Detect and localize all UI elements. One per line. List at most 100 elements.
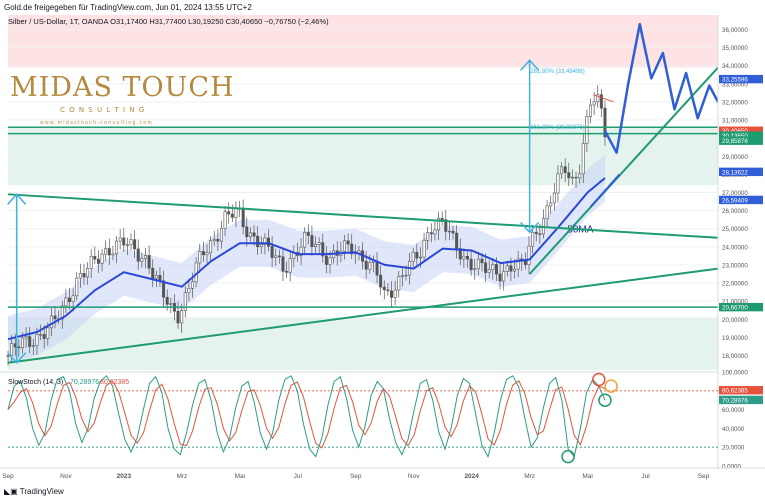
price-label-bg-4 [719, 167, 763, 177]
candle-body [241, 209, 245, 228]
candle-body [589, 104, 593, 117]
candle-body [469, 258, 473, 271]
candle-body [382, 286, 386, 291]
candle-body [277, 255, 281, 258]
stoch-tick-0: 0,0000 [722, 464, 741, 471]
candle-body [107, 248, 111, 256]
candle-body [201, 251, 205, 256]
logo-title: MIDAS TOUCH [10, 72, 235, 103]
candle-body [212, 238, 216, 242]
candle-body [191, 281, 195, 289]
arrow-head-top-0 [7, 193, 27, 205]
price-tick-8: 26,00000 [722, 208, 748, 215]
candle-body [447, 230, 451, 233]
candle-body [281, 256, 285, 272]
candle-body [386, 289, 390, 292]
candle-body [17, 346, 21, 349]
candle-body [538, 233, 542, 235]
candle-body [444, 219, 448, 232]
price-label-6: 20,66700 [722, 305, 748, 312]
candle-body [147, 255, 151, 269]
candle-body [596, 94, 600, 103]
candle-body [154, 275, 158, 279]
price-label-bg-2 [719, 131, 763, 140]
candle-body [187, 288, 191, 293]
time-tick-4: Mai [235, 473, 245, 480]
candle-body [585, 116, 589, 144]
price-label-4: 28,13622 [722, 169, 748, 176]
candle-body [245, 226, 249, 238]
candle-body [451, 230, 455, 234]
stoch-circle-2 [598, 393, 612, 407]
stoch-title: SlowStoch (14, 3) [8, 379, 63, 386]
candle-body [230, 213, 234, 218]
price-tick-11: 29,00000 [722, 154, 748, 161]
candle-body [422, 239, 426, 258]
trendline-1 [7, 267, 719, 364]
time-tick-8: 2024 [464, 473, 479, 480]
candle-body [426, 232, 430, 241]
candle-body [259, 244, 263, 248]
candle-body [115, 240, 119, 255]
candle-body [484, 262, 488, 273]
candle-body [165, 296, 169, 305]
candle-body [176, 310, 180, 324]
candle-body [89, 256, 93, 269]
time-tick-12: Sep [698, 473, 710, 480]
candle-body [78, 273, 82, 279]
candle-body [393, 289, 397, 298]
candle-body [227, 211, 231, 215]
candle-body [578, 173, 582, 179]
time-tick-3: Mrz [176, 473, 187, 480]
candle-body [263, 237, 267, 245]
candle-body [285, 271, 289, 273]
candle-body [324, 255, 328, 265]
tradingview-icon: ◣▣ [4, 487, 20, 496]
candle-body [581, 143, 585, 175]
candle-body [523, 260, 527, 265]
candle-body [592, 101, 596, 106]
candle-body [364, 260, 368, 270]
candle-body [346, 240, 350, 245]
candle-body [328, 257, 332, 265]
price-label-0: 33,25596 [722, 77, 748, 84]
candle-body [256, 235, 260, 248]
candle-body [375, 260, 379, 276]
candle-body [531, 231, 535, 247]
fib-label-1: 161,80% (29,98276) [530, 125, 584, 131]
candle-body [494, 264, 498, 275]
candle-body [82, 273, 86, 278]
price-tick-3: 21,00000 [722, 299, 748, 306]
candle-body [75, 277, 79, 297]
instrument-title: Silber / US-Dollar, 1T, OANDA O31,17400 … [8, 17, 329, 26]
candle-body [603, 107, 607, 138]
price-tick-15: 33,00000 [722, 81, 748, 88]
candle-body [455, 232, 459, 249]
time-tick-0: Sep [2, 473, 14, 480]
candle-body [96, 258, 100, 264]
candle-body [570, 176, 574, 179]
candle-body [42, 334, 46, 339]
candle-body [574, 176, 578, 179]
candle-body [86, 268, 90, 278]
candle-body [20, 337, 24, 349]
tradingview-logo[interactable]: ◣▣ TradingView [4, 487, 64, 496]
candle-body [205, 252, 209, 256]
stoch-d-label: 80,62385 [722, 388, 748, 395]
price-tick-1: 19,00000 [722, 335, 748, 342]
time-tick-1: Nov [60, 473, 72, 480]
fib-label-0: 261,80% (33,49498) [530, 69, 584, 75]
candle-body [516, 258, 520, 270]
tradingview-label: TradingView [19, 487, 64, 496]
shared-by-text: Gold.de freigegeben für TradingView.com,… [4, 3, 252, 12]
price-tick-13: 31,00000 [722, 118, 748, 125]
candle-body [71, 295, 75, 303]
candle-body [505, 265, 509, 272]
price-label-5: 26,59409 [722, 197, 748, 204]
candle-body [306, 232, 310, 236]
candle-body [491, 264, 495, 270]
candle-body [216, 238, 220, 242]
stoch-circle-3 [604, 379, 618, 393]
candle-body [64, 297, 68, 307]
